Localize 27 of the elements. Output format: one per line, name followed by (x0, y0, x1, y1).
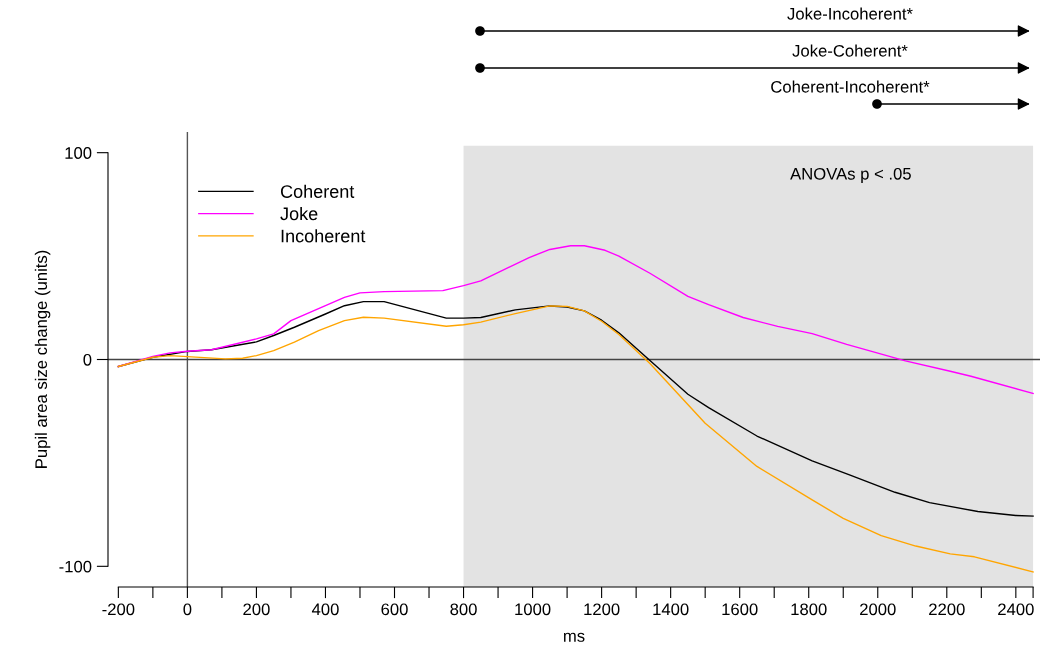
x-tick-label: -200 (102, 603, 135, 616)
x-tick-label: 800 (450, 603, 477, 616)
x-tick-label: 1400 (653, 603, 689, 616)
x-axis-title: ms (564, 632, 585, 642)
x-tick-label: 1000 (515, 603, 551, 616)
x-tick-label: 2000 (860, 603, 896, 616)
y-tick-label: -100 (59, 560, 92, 573)
x-tick-label: 2200 (929, 603, 965, 616)
legend-label: Incoherent (281, 229, 366, 243)
x-tick-label: 400 (311, 603, 339, 616)
x-tick-label: 1200 (584, 603, 620, 616)
legend-label: Coherent (280, 184, 355, 198)
text: Coherent-Incoherent* (771, 80, 930, 93)
y-axis-title: Pupil area size change (units) (34, 250, 51, 468)
x-tick-label: 600 (381, 603, 408, 616)
x-tick-label: 0 (183, 603, 192, 616)
y-tick-label: 100 (65, 147, 92, 159)
x-tick-label: 1800 (791, 603, 827, 616)
text: Joke-Coherent* (792, 44, 908, 57)
legend-label: Joke (280, 206, 318, 221)
x-tick-label: 200 (243, 603, 270, 616)
x-tick-label: 1600 (722, 603, 758, 616)
y-tick-label: 0 (83, 353, 92, 366)
text: Joke-Incoherent* (787, 7, 913, 20)
band-label: ANOVAs p < .05 (790, 167, 911, 183)
x-tick-label: 2400 (998, 603, 1034, 616)
line-series (117, 305, 1034, 573)
